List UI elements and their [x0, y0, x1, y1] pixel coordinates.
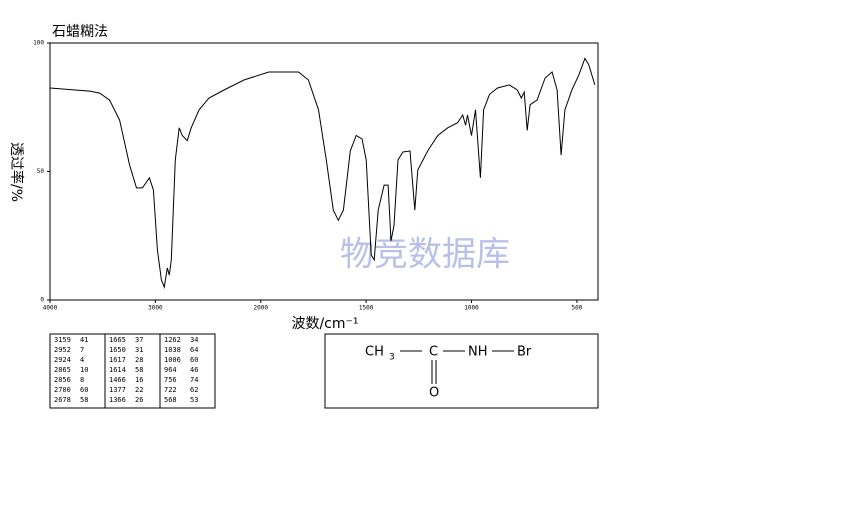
table-cell: 16: [135, 376, 143, 384]
x-tick-label: 1000: [464, 305, 479, 312]
watermark: 物竞数据库: [340, 235, 510, 275]
x-tick-label: 2000: [254, 305, 269, 312]
table-cell: 62: [190, 386, 198, 394]
x-tick-label: 1500: [359, 305, 374, 312]
table-cell: 58: [80, 396, 88, 404]
table-cell: 1650: [109, 346, 126, 354]
table-cell: 37: [135, 336, 143, 344]
spectrum-line: [49, 57, 596, 289]
table-cell: 722: [164, 386, 177, 394]
structure: CH 3 C NH Br O: [365, 345, 532, 401]
table-cell: 3159: [54, 336, 71, 344]
x-axis-label: 波数/cm⁻¹: [291, 316, 358, 332]
table-cell: 2856: [54, 376, 71, 384]
table-cell: 2700: [54, 386, 71, 394]
table-cell: 2678: [54, 396, 71, 404]
chart-title: 石蜡糊法: [52, 24, 108, 40]
table-cell: 568: [164, 396, 177, 404]
table-cell: 1038: [164, 346, 181, 354]
table-cell: 60: [80, 386, 88, 394]
x-tick-label: 500: [572, 305, 583, 312]
atom: Br: [517, 345, 532, 360]
table-cell: 1366: [109, 396, 126, 404]
peak-table-frame: [49, 333, 216, 409]
y-tick-label: 0: [40, 297, 44, 304]
table-cell: 26: [135, 396, 143, 404]
table-cell: 53: [190, 396, 198, 404]
table-cell: 1006: [164, 356, 181, 364]
table-cell: 1617: [109, 356, 126, 364]
table-cell: 31: [135, 346, 143, 354]
table-cell: 34: [190, 336, 198, 344]
table-cell: 1377: [109, 386, 126, 394]
table-cell: 74: [190, 376, 198, 384]
table-cell: 2952: [54, 346, 71, 354]
table-cell: 1466: [109, 376, 126, 384]
table-cell: 756: [164, 376, 177, 384]
table-cell: 8: [80, 376, 84, 384]
table-cell: 4: [80, 356, 84, 364]
table-cell: 964: [164, 366, 177, 374]
atom: NH: [468, 345, 488, 360]
x-tick-label: 4000: [43, 305, 58, 312]
atom: C: [429, 345, 438, 360]
y-tick-label: 50: [37, 168, 45, 175]
atom-subscript: 3: [389, 353, 395, 363]
table-cell: 1614: [109, 366, 126, 374]
table-cell: 1262: [164, 336, 181, 344]
table-cell: 10: [80, 366, 88, 374]
table-cell: 46: [190, 366, 198, 374]
atom: O: [429, 386, 439, 401]
table-cell: 28: [135, 356, 143, 364]
table-cell: 2865: [54, 366, 71, 374]
table-cell: 1665: [109, 336, 126, 344]
y-axis-label: 透过率/%: [8, 142, 25, 202]
atom: CH: [365, 345, 384, 360]
table-cell: 58: [135, 366, 143, 374]
table-cell: 41: [80, 336, 88, 344]
table-cell: 7: [80, 346, 84, 354]
table-cell: 64: [190, 346, 198, 354]
table-cell: 2924: [54, 356, 71, 364]
table-cell: 22: [135, 386, 143, 394]
table-cell: 60: [190, 356, 198, 364]
y-tick-label: 100: [33, 40, 44, 47]
x-tick-label: 3000: [148, 305, 163, 312]
plot-frame: [49, 42, 599, 301]
structure-frame: [324, 333, 599, 409]
